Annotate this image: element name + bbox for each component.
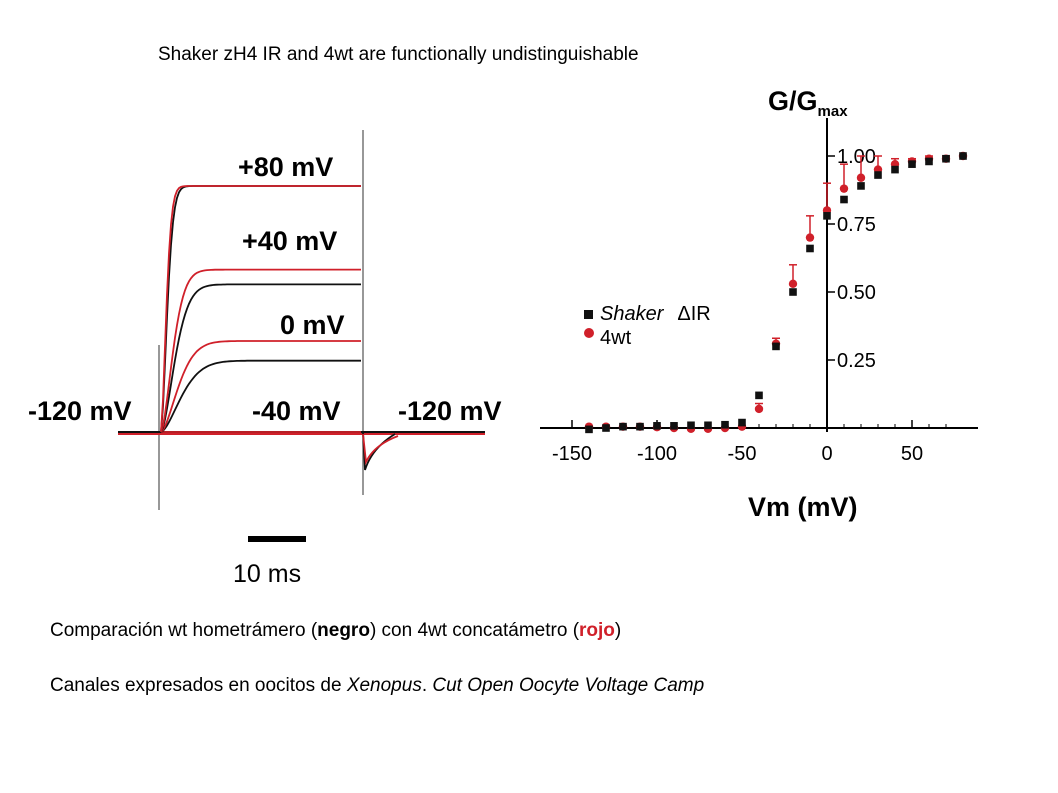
- slide-title: Shaker zH4 IR and 4wt are functionally u…: [158, 44, 639, 65]
- y-axis-title: G/Gmax: [768, 86, 848, 120]
- y-tick-label: 0.75: [837, 214, 876, 236]
- point-shaker: [755, 391, 763, 400]
- caption1-post: ): [614, 620, 622, 641]
- point-shaker: [772, 342, 780, 351]
- point-4wt: [805, 233, 815, 242]
- caption1-red-word: rojo: [579, 620, 615, 641]
- legend-shaker-label: Shaker ΔIR: [600, 303, 711, 325]
- point-shaker: [738, 418, 746, 427]
- y-tick-label: 0.50: [837, 282, 876, 304]
- trace-black-40mv: [160, 283, 361, 433]
- caption2-method: Cut Open Oocyte Voltage Camp: [432, 675, 705, 696]
- point-shaker: [908, 160, 916, 168]
- legend-square-marker: [584, 310, 593, 319]
- tail-current-red: [362, 433, 399, 466]
- x-axis-title: Vm (mV): [748, 492, 858, 522]
- x-tick-label: -150: [552, 443, 592, 465]
- caption-comparison: Comparación wt hometrámero (negro) con 4…: [50, 620, 621, 642]
- trace-black-0mv: [160, 359, 361, 433]
- point-shaker: [704, 421, 712, 430]
- point-shaker: [925, 157, 933, 166]
- point-shaker: [959, 152, 967, 160]
- point-shaker: [806, 244, 814, 253]
- caption2-pre: Canales expresados en oocitos de: [50, 675, 347, 696]
- point-shaker: [602, 424, 610, 432]
- point-shaker: [789, 288, 797, 296]
- point-shaker: [874, 171, 882, 179]
- point-shaker: [687, 421, 695, 430]
- point-4wt: [788, 279, 798, 289]
- caption2-xenopus: Xenopus: [346, 675, 422, 696]
- label-0mv: 0 mV: [280, 310, 345, 340]
- label-hold-left: -120 mV: [28, 396, 132, 426]
- x-tick-label: 0: [821, 443, 832, 465]
- legend-circle-marker: [584, 328, 594, 338]
- point-shaker: [585, 425, 593, 434]
- point-shaker: [891, 165, 899, 174]
- x-tick-label: -100: [637, 443, 677, 465]
- point-shaker: [942, 154, 950, 163]
- label-plus40mv: +40 mV: [242, 226, 337, 256]
- trace-red-40mv: [160, 268, 361, 433]
- label-hold-right: -120 mV: [398, 396, 502, 426]
- x-tick-label: 50: [901, 443, 923, 465]
- y-axis-title-main: G/G: [768, 86, 818, 116]
- tail-current-black: [362, 431, 396, 471]
- caption-expression: Canales expresados en oocitos de Xenopus…: [50, 675, 704, 697]
- point-4wt: [856, 173, 866, 182]
- scale-bar-label: 10 ms: [233, 560, 301, 588]
- caption1-pre: Comparación wt hometrámero (: [50, 620, 318, 641]
- legend-shaker-rest: ΔIR: [677, 303, 710, 325]
- point-shaker: [653, 422, 661, 430]
- x-tick-label: -50: [728, 443, 757, 465]
- y-tick-label: 0.25: [837, 350, 876, 372]
- legend-4wt-label: 4wt: [600, 327, 632, 349]
- y-tick-label: 1.00: [837, 146, 876, 168]
- point-shaker: [619, 422, 627, 431]
- point-shaker: [823, 212, 831, 220]
- point-shaker: [857, 182, 865, 190]
- caption2-mid: .: [421, 675, 433, 696]
- trace-red-0mv: [160, 340, 361, 433]
- point-shaker: [670, 422, 678, 430]
- scale-bar: [248, 536, 306, 542]
- y-axis-title-sub: max: [818, 103, 849, 120]
- point-shaker: [840, 195, 848, 204]
- point-shaker: [636, 422, 644, 431]
- point-shaker: [721, 420, 729, 429]
- label-plus80mv: +80 mV: [238, 152, 333, 182]
- caption1-black-word: negro: [317, 620, 370, 641]
- label-minus40mv: -40 mV: [252, 396, 341, 426]
- trace-red-80mv: [160, 185, 361, 433]
- point-4wt: [839, 184, 849, 193]
- point-4wt: [754, 404, 764, 414]
- caption1-mid: ) con 4wt concatámetro (: [369, 620, 580, 641]
- legend-shaker-italic: Shaker: [600, 303, 665, 325]
